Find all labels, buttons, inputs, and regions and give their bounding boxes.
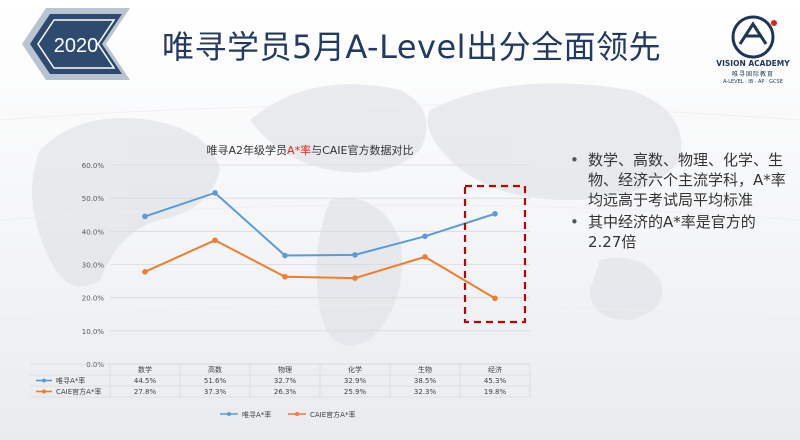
data-label: 27.8% bbox=[134, 388, 157, 396]
data-point bbox=[282, 252, 288, 259]
data-point bbox=[142, 213, 148, 220]
data-label: 32.9% bbox=[344, 377, 367, 385]
x-tick-label: 化学 bbox=[348, 365, 362, 374]
data-label: 26.3% bbox=[274, 388, 297, 396]
data-point bbox=[352, 275, 358, 281]
table-legend-marker bbox=[42, 389, 46, 394]
y-tick-label: 60.0% bbox=[82, 162, 105, 170]
series-line bbox=[144, 191, 496, 257]
y-tick-label: 30.0% bbox=[82, 262, 105, 270]
data-point bbox=[212, 190, 218, 196]
x-tick-label: 经济 bbox=[488, 365, 502, 374]
data-point bbox=[422, 254, 428, 260]
data-point bbox=[282, 273, 288, 280]
logo-cn-name: 唯寻国际教育 bbox=[731, 71, 774, 78]
bullet-list: 数学、高数、物理、化学、生物、经济六个主流学科，A*率均远高于考试局平均标准 其… bbox=[568, 150, 786, 254]
data-point bbox=[492, 295, 498, 302]
chart-title-highlight: A*率 bbox=[287, 144, 312, 157]
data-label: 25.9% bbox=[344, 388, 367, 396]
data-point bbox=[352, 252, 358, 258]
y-tick-label: 40.0% bbox=[82, 228, 105, 236]
data-label: 32.3% bbox=[414, 388, 437, 396]
chart-title-after: 与CAIE官方数据对比 bbox=[311, 144, 414, 157]
page-title: 唯寻学员5月A-Level出分全面领先 bbox=[162, 28, 662, 66]
legend-marker bbox=[295, 412, 299, 416]
x-tick-label: 数学 bbox=[138, 365, 152, 374]
y-tick-label: 20.0% bbox=[82, 295, 105, 303]
data-point bbox=[422, 233, 428, 240]
highlight-box bbox=[463, 184, 527, 324]
y-tick-label: 50.0% bbox=[82, 195, 105, 203]
data-label: 45.3% bbox=[484, 377, 507, 385]
badge-year-text: 2020 bbox=[54, 35, 99, 57]
data-label: 44.5% bbox=[134, 377, 157, 385]
x-tick-label: 物理 bbox=[278, 365, 292, 374]
chart-title: 唯寻A2年级学员A*率与CAIE官方数据对比 bbox=[150, 142, 470, 158]
series-line bbox=[144, 239, 496, 300]
table-series-name: 唯寻A*率 bbox=[56, 376, 85, 385]
data-label: 38.5% bbox=[414, 377, 437, 385]
y-tick-label: 0.0% bbox=[86, 361, 104, 369]
bullet-item: 数学、高数、物理、化学、生物、经济六个主流学科，A*率均远高于考试局平均标准 bbox=[568, 150, 786, 210]
data-label: 51.6% bbox=[204, 377, 227, 385]
data-point bbox=[212, 237, 218, 244]
logo-emblem-icon bbox=[731, 15, 777, 59]
legend-label: 唯寻A*率 bbox=[242, 410, 271, 419]
data-point bbox=[142, 268, 148, 275]
data-point bbox=[492, 210, 498, 217]
x-tick-label: 生物 bbox=[418, 365, 432, 374]
table-legend-marker bbox=[42, 378, 46, 383]
table-series-name: CAIE官方A*率 bbox=[56, 387, 101, 396]
year-badge: 2020 bbox=[22, 8, 130, 80]
data-label: 19.8% bbox=[484, 388, 507, 396]
vision-academy-logo: VISION ACADEMY 唯寻国际教育 A-LEVEL · IB · AP … bbox=[716, 14, 790, 94]
data-label: 32.7% bbox=[274, 377, 297, 385]
legend-label: CAIE官方A*率 bbox=[310, 410, 355, 419]
legend-marker bbox=[227, 412, 231, 416]
logo-subtitle: A-LEVEL · IB · AP · GCSE bbox=[723, 79, 783, 85]
y-tick-label: 10.0% bbox=[82, 328, 105, 336]
data-label: 37.3% bbox=[204, 388, 227, 396]
logo-brand: VISION ACADEMY bbox=[716, 59, 790, 68]
chart-title-before: 唯寻A2年级学员 bbox=[206, 144, 288, 157]
bullet-item: 其中经济的A*率是官方的2.27倍 bbox=[568, 212, 786, 252]
x-tick-label: 高数 bbox=[208, 365, 222, 374]
line-chart: 0.0% 10.0% 20.0% 30.0% 40.0% 50.0% 60.0% 数学 高数 物理… bbox=[30, 162, 531, 419]
